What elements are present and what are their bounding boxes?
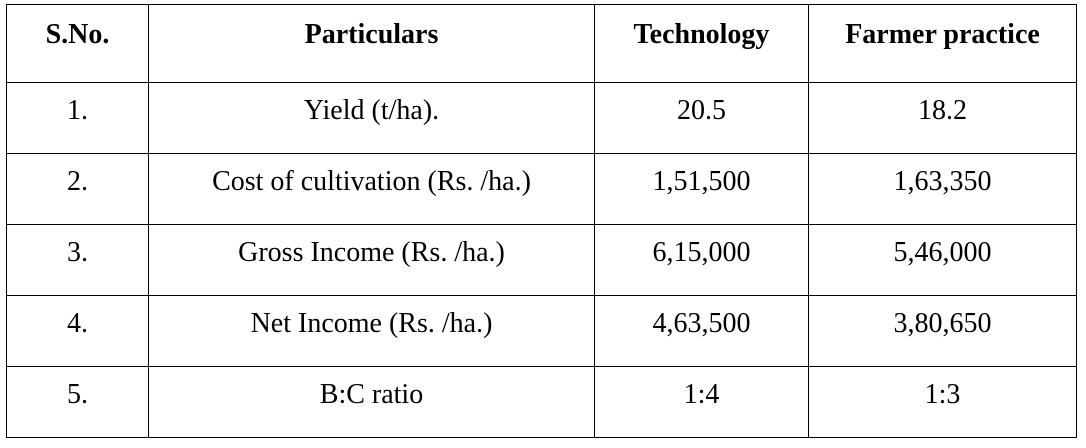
cell-particulars: Gross Income (Rs. /ha.) — [148, 224, 595, 296]
cell-farmer-practice: 1,63,350 — [808, 153, 1077, 225]
cell-sno: 4. — [6, 295, 149, 367]
cell-farmer-practice: 1:3 — [808, 366, 1077, 438]
cell-sno: 5. — [6, 366, 149, 438]
table-row: 1. Yield (t/ha). 20.5 18.2 — [6, 82, 1077, 154]
cell-technology: 1:4 — [594, 366, 809, 438]
cell-sno: 2. — [6, 153, 149, 225]
header-sno: S.No. — [6, 4, 149, 83]
cell-particulars: Yield (t/ha). — [148, 82, 595, 154]
comparison-table: S.No. Particulars Technology Farmer prac… — [6, 4, 1077, 438]
cell-particulars: Cost of cultivation (Rs. /ha.) — [148, 153, 595, 225]
cell-farmer-practice: 18.2 — [808, 82, 1077, 154]
cell-farmer-practice: 3,80,650 — [808, 295, 1077, 367]
header-technology: Technology — [594, 4, 809, 83]
header-particulars: Particulars — [148, 4, 595, 83]
header-farmer-practice: Farmer practice — [808, 4, 1077, 83]
cell-technology: 1,51,500 — [594, 153, 809, 225]
table-row: 4. Net Income (Rs. /ha.) 4,63,500 3,80,6… — [6, 295, 1077, 367]
cell-technology: 4,63,500 — [594, 295, 809, 367]
cell-sno: 1. — [6, 82, 149, 154]
cell-technology: 20.5 — [594, 82, 809, 154]
cell-technology: 6,15,000 — [594, 224, 809, 296]
table-row: 2. Cost of cultivation (Rs. /ha.) 1,51,5… — [6, 153, 1077, 225]
table-row: 5. B:C ratio 1:4 1:3 — [6, 366, 1077, 438]
cell-particulars: B:C ratio — [148, 366, 595, 438]
cell-particulars: Net Income (Rs. /ha.) — [148, 295, 595, 367]
cell-farmer-practice: 5,46,000 — [808, 224, 1077, 296]
table-row: 3. Gross Income (Rs. /ha.) 6,15,000 5,46… — [6, 224, 1077, 296]
cell-sno: 3. — [6, 224, 149, 296]
header-row: S.No. Particulars Technology Farmer prac… — [6, 4, 1077, 83]
